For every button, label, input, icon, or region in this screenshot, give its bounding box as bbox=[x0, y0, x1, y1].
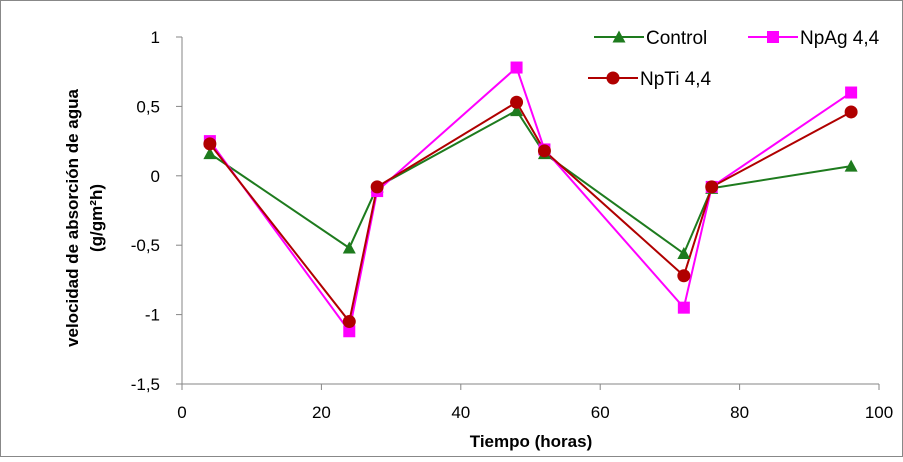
legend-label-control: Control bbox=[646, 28, 707, 49]
x-tick-label: 80 bbox=[730, 403, 749, 422]
x-tick-label: 0 bbox=[177, 403, 186, 422]
data-point-control bbox=[677, 247, 691, 260]
y-axis-unit: (g/gm²h) bbox=[87, 184, 106, 252]
data-point-npti-4-4 bbox=[370, 180, 384, 194]
data-point-npti-4-4 bbox=[705, 180, 719, 194]
y-tick-label: 0 bbox=[151, 167, 160, 186]
data-point-control bbox=[342, 241, 356, 254]
x-axis-title: Tiempo (horas) bbox=[470, 432, 592, 451]
data-point-npti-4-4 bbox=[844, 105, 858, 119]
y-tick-label: -1 bbox=[145, 306, 160, 325]
data-point-npti-4-4 bbox=[537, 144, 551, 158]
data-point-control bbox=[510, 104, 524, 117]
data-point-npag-4-4 bbox=[343, 325, 356, 338]
x-tick-label: 40 bbox=[451, 403, 470, 422]
series-line-npag-4-4 bbox=[209, 65, 852, 334]
y-tick-label: 1 bbox=[151, 28, 160, 47]
y-tick-label: 0,5 bbox=[136, 97, 160, 116]
data-point-control bbox=[203, 147, 217, 160]
data-point-control bbox=[844, 159, 858, 172]
x-tick-label: 20 bbox=[312, 403, 331, 422]
data-point-npti-4-4 bbox=[342, 315, 356, 329]
data-point-npag-4-4 bbox=[510, 61, 523, 74]
y-axis-title: velocidad de absorción de agua bbox=[63, 89, 82, 347]
data-point-npag-4-4 bbox=[845, 86, 858, 99]
x-tick-label: 60 bbox=[591, 403, 610, 422]
legend-label-npag-4-4: NpAg 4,4 bbox=[800, 28, 880, 49]
legend-label-npti-4-4: NpTi 4,4 bbox=[640, 69, 712, 90]
legend-marker-npag-4-4 bbox=[767, 31, 779, 43]
legend-marker-npti-4-4 bbox=[606, 71, 620, 85]
series-line-npti-4-4 bbox=[209, 100, 852, 324]
data-point-npti-4-4 bbox=[510, 95, 524, 109]
y-tick-label: -0,5 bbox=[131, 236, 160, 255]
x-tick-label: 100 bbox=[865, 403, 893, 422]
data-point-npag-4-4 bbox=[677, 301, 690, 314]
y-tick-label: -1,5 bbox=[131, 375, 160, 394]
data-point-npti-4-4 bbox=[203, 137, 217, 151]
data-point-npti-4-4 bbox=[677, 269, 691, 283]
legend-marker-control bbox=[612, 30, 626, 43]
